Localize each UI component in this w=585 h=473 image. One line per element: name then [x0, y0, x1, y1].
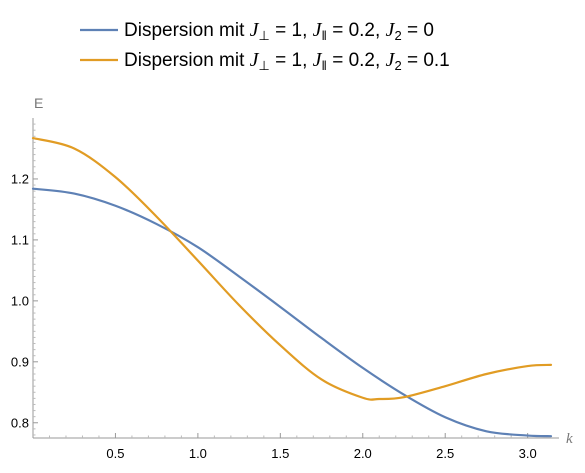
plot-area [31, 137, 553, 438]
x-tick-label: 0.5 [106, 446, 124, 461]
y-tick-label: 1.2 [11, 171, 29, 186]
series-line-2 [31, 137, 553, 401]
y-tick-label: 0.9 [11, 354, 29, 369]
x-tick-label: 1.5 [271, 446, 289, 461]
x-tick-label: 2.5 [436, 446, 454, 461]
legend-label-1: Dispersion mit J⊥ = 1, J‖ = 0.2, J2 = 0 [124, 19, 434, 43]
legend-entry-1: Dispersion mit J⊥ = 1, J‖ = 0.2, J2 = 0 [80, 19, 434, 43]
ticks: 0.5 1.0 1.5 2.0 2.5 3.0 0.8 0.9 1.0 1.1 1.2 [11, 123, 545, 461]
axes [32, 118, 559, 439]
legend-label-2: Dispersion mit J⊥ = 1, J‖ = 0.2, J2 = 0.… [124, 49, 450, 73]
y-tick-label: 1.1 [11, 232, 29, 247]
x-tick-label: 1.0 [189, 446, 207, 461]
legend-entry-2: Dispersion mit J⊥ = 1, J‖ = 0.2, J2 = 0.… [80, 49, 450, 73]
y-tick-label: 1.0 [11, 293, 29, 308]
legend: Dispersion mit J⊥ = 1, J‖ = 0.2, J2 = 0 D… [80, 19, 450, 73]
x-axis-label: k [566, 431, 573, 447]
x-tick-label: 3.0 [519, 446, 537, 461]
y-tick-label: 0.8 [11, 415, 29, 430]
y-axis-label: E [34, 95, 43, 111]
x-tick-label: 2.0 [354, 446, 372, 461]
series-line-1 [31, 187, 553, 438]
